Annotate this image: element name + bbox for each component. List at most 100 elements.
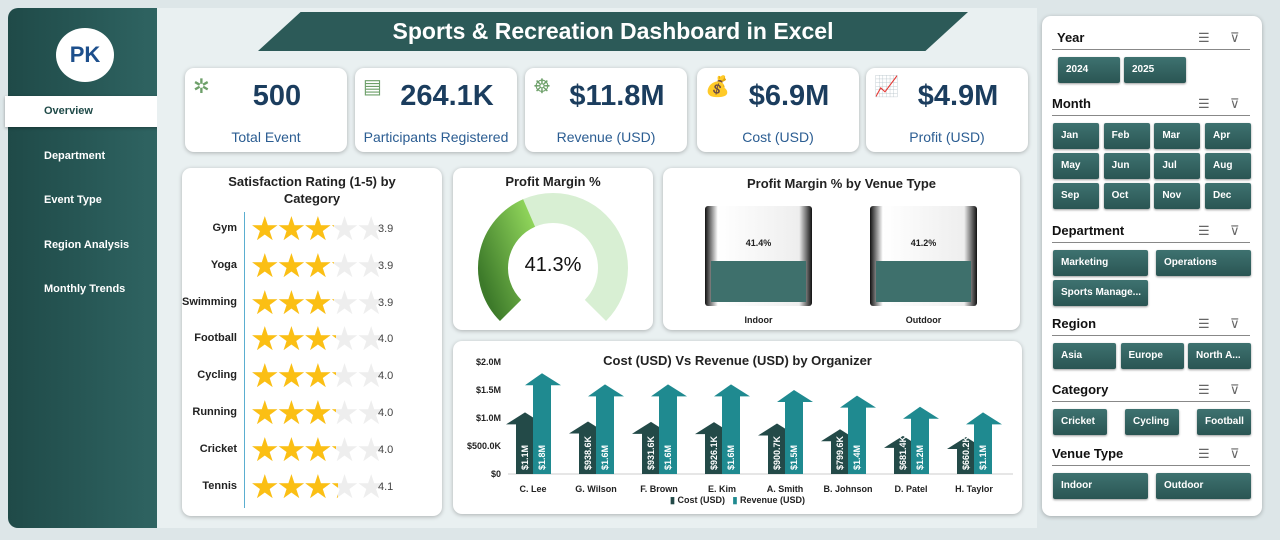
legend: ▮ Cost (USD) ▮ Revenue (USD) bbox=[453, 495, 1022, 506]
category-label: Cricket bbox=[199, 442, 237, 455]
slicer-button[interactable]: Dec bbox=[1205, 183, 1251, 209]
slicer-button[interactable]: Sports Manage... bbox=[1053, 280, 1148, 306]
slicer-button[interactable]: North A... bbox=[1188, 343, 1251, 369]
cost-arrow bbox=[569, 421, 607, 474]
clear-filter-icon[interactable]: ⊽ bbox=[1230, 223, 1240, 238]
data-label: $1.6M bbox=[726, 445, 736, 470]
venue-label: Indoor bbox=[744, 315, 773, 325]
gauge-fill bbox=[478, 199, 536, 322]
slicer-button[interactable]: Asia bbox=[1053, 343, 1116, 369]
slicer-button[interactable]: Aug bbox=[1205, 153, 1251, 179]
category-label: Swimming bbox=[181, 295, 237, 308]
nav-region-analysis[interactable]: Region Analysis bbox=[44, 239, 130, 251]
kpi-card: 💰 $6.9M Cost (USD) bbox=[697, 68, 859, 152]
slicer-button[interactable]: Cycling bbox=[1125, 409, 1179, 435]
kpi-card: ✲ 500 Total Event bbox=[185, 68, 347, 152]
kpi-card: ☸ $11.8M Revenue (USD) bbox=[525, 68, 687, 152]
nav-department[interactable]: Department bbox=[44, 150, 106, 162]
slicer-button[interactable]: May bbox=[1053, 153, 1099, 179]
x-tick: G. Wilson bbox=[575, 484, 616, 494]
star-rating: ★★★★★★★★★★ bbox=[250, 467, 386, 505]
category-label: Running bbox=[192, 406, 237, 418]
kpi-value: 500 bbox=[252, 80, 302, 112]
multi-select-icon[interactable]: ☰ bbox=[1198, 96, 1210, 111]
slicer-button[interactable]: Cricket bbox=[1053, 409, 1107, 435]
divider bbox=[1052, 401, 1250, 402]
multi-select-icon[interactable]: ☰ bbox=[1198, 30, 1210, 45]
slicer-button[interactable]: Indoor bbox=[1053, 473, 1148, 499]
star-rating: ★★★★★★★★★★ bbox=[250, 430, 386, 468]
venue-cylinder: 41.2% bbox=[870, 206, 977, 306]
category-label: Yoga bbox=[210, 258, 237, 271]
slicer-button[interactable]: Europe bbox=[1120, 343, 1184, 369]
data-label: $1.4M bbox=[852, 445, 862, 470]
data-label: $931.6K bbox=[646, 435, 656, 470]
y-tick: $1.0M bbox=[476, 413, 501, 423]
revenue-arrow bbox=[903, 406, 939, 474]
clear-filter-icon[interactable]: ⊽ bbox=[1230, 96, 1240, 111]
nav-event-type[interactable]: Event Type bbox=[44, 194, 102, 206]
divider bbox=[1052, 49, 1250, 50]
slicer-button[interactable]: Jul bbox=[1154, 153, 1201, 179]
profit-margin-title: Profit Margin % bbox=[505, 174, 601, 189]
slicer-button[interactable]: Nov bbox=[1154, 183, 1201, 209]
data-label: $938.6K bbox=[583, 435, 593, 470]
slicer-button[interactable]: Operations bbox=[1156, 250, 1251, 276]
venue-label: Outdoor bbox=[905, 315, 942, 325]
multi-select-icon[interactable]: ☰ bbox=[1198, 223, 1210, 238]
category-label: Cycling bbox=[197, 369, 237, 382]
slicer-title: Month bbox=[1052, 96, 1091, 111]
slicer-button[interactable]: Football bbox=[1197, 409, 1251, 435]
kpi-value: 264.1K bbox=[400, 80, 494, 112]
legend-cost: Cost (USD) bbox=[677, 495, 725, 505]
clear-filter-icon[interactable]: ⊽ bbox=[1230, 382, 1240, 397]
star-fill: ★★★★★ bbox=[250, 248, 334, 283]
slicer-button[interactable]: Apr bbox=[1205, 123, 1251, 149]
clear-filter-icon[interactable]: ⊽ bbox=[1230, 30, 1240, 45]
divider bbox=[1052, 115, 1250, 116]
venue-fill bbox=[876, 260, 971, 302]
divider bbox=[1052, 335, 1250, 336]
kpi-label: Profit (USD) bbox=[909, 129, 985, 145]
rating-value: 4.0 bbox=[378, 443, 394, 456]
slicer-button[interactable]: Outdoor bbox=[1156, 473, 1251, 499]
multi-select-icon[interactable]: ☰ bbox=[1198, 316, 1210, 331]
slicer-button[interactable]: Sep bbox=[1053, 183, 1099, 209]
nav-monthly-trends[interactable]: Monthly Trends bbox=[44, 283, 126, 295]
rating-value: 4.0 bbox=[378, 407, 394, 419]
slicer-button[interactable]: Marketing bbox=[1053, 250, 1148, 276]
slicer-button[interactable]: Mar bbox=[1154, 123, 1201, 149]
rating-value: 3.9 bbox=[378, 223, 394, 235]
data-label: $926.1K bbox=[709, 435, 719, 470]
slicer-button[interactable]: Jan bbox=[1053, 123, 1099, 149]
cost-arrow bbox=[506, 412, 544, 474]
x-tick: F. Brown bbox=[640, 484, 678, 494]
y-tick: $0 bbox=[491, 469, 501, 479]
rating-row: Cricket ★★★★★★★★★★4.0 bbox=[182, 430, 442, 468]
multi-select-icon[interactable]: ☰ bbox=[1198, 382, 1210, 397]
slicer-button[interactable]: Oct bbox=[1103, 183, 1150, 209]
star-fill: ★★★★★ bbox=[250, 322, 336, 357]
nav-overview[interactable]: Overview bbox=[5, 96, 160, 127]
rating-value: 3.9 bbox=[378, 296, 394, 309]
slicer-button[interactable]: 2025 bbox=[1124, 57, 1186, 83]
growth-chart-icon: 📈 bbox=[874, 76, 899, 98]
slicer-button[interactable]: 2024 bbox=[1058, 57, 1120, 83]
star-fill: ★★★★★ bbox=[250, 359, 336, 394]
logo: PK bbox=[56, 28, 114, 82]
star-fill: ★★★★★ bbox=[250, 396, 336, 430]
kpi-value: $4.9M bbox=[917, 80, 999, 112]
page-title: Sports & Recreation Dashboard in Excel bbox=[258, 12, 968, 51]
cost-arrow bbox=[632, 421, 670, 474]
slicer-button[interactable]: Jun bbox=[1103, 153, 1150, 179]
kpi-value: $11.8M bbox=[569, 80, 665, 112]
slicer-title: Department bbox=[1052, 223, 1125, 238]
x-tick: A. Smith bbox=[767, 484, 804, 494]
clear-filter-icon[interactable]: ⊽ bbox=[1230, 316, 1240, 331]
network-people-icon: ✲ bbox=[193, 76, 210, 98]
kpi-label: Total Event bbox=[231, 129, 301, 145]
clear-filter-icon[interactable]: ⊽ bbox=[1230, 446, 1240, 461]
multi-select-icon[interactable]: ☰ bbox=[1198, 446, 1210, 461]
slicer-button[interactable]: Feb bbox=[1103, 123, 1150, 149]
star-fill: ★★★★★ bbox=[250, 432, 336, 467]
